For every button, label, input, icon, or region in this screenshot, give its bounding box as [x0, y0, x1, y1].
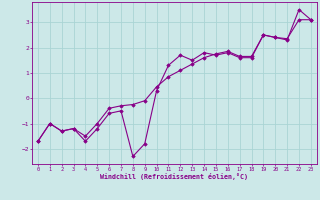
X-axis label: Windchill (Refroidissement éolien,°C): Windchill (Refroidissement éolien,°C)	[100, 173, 248, 180]
